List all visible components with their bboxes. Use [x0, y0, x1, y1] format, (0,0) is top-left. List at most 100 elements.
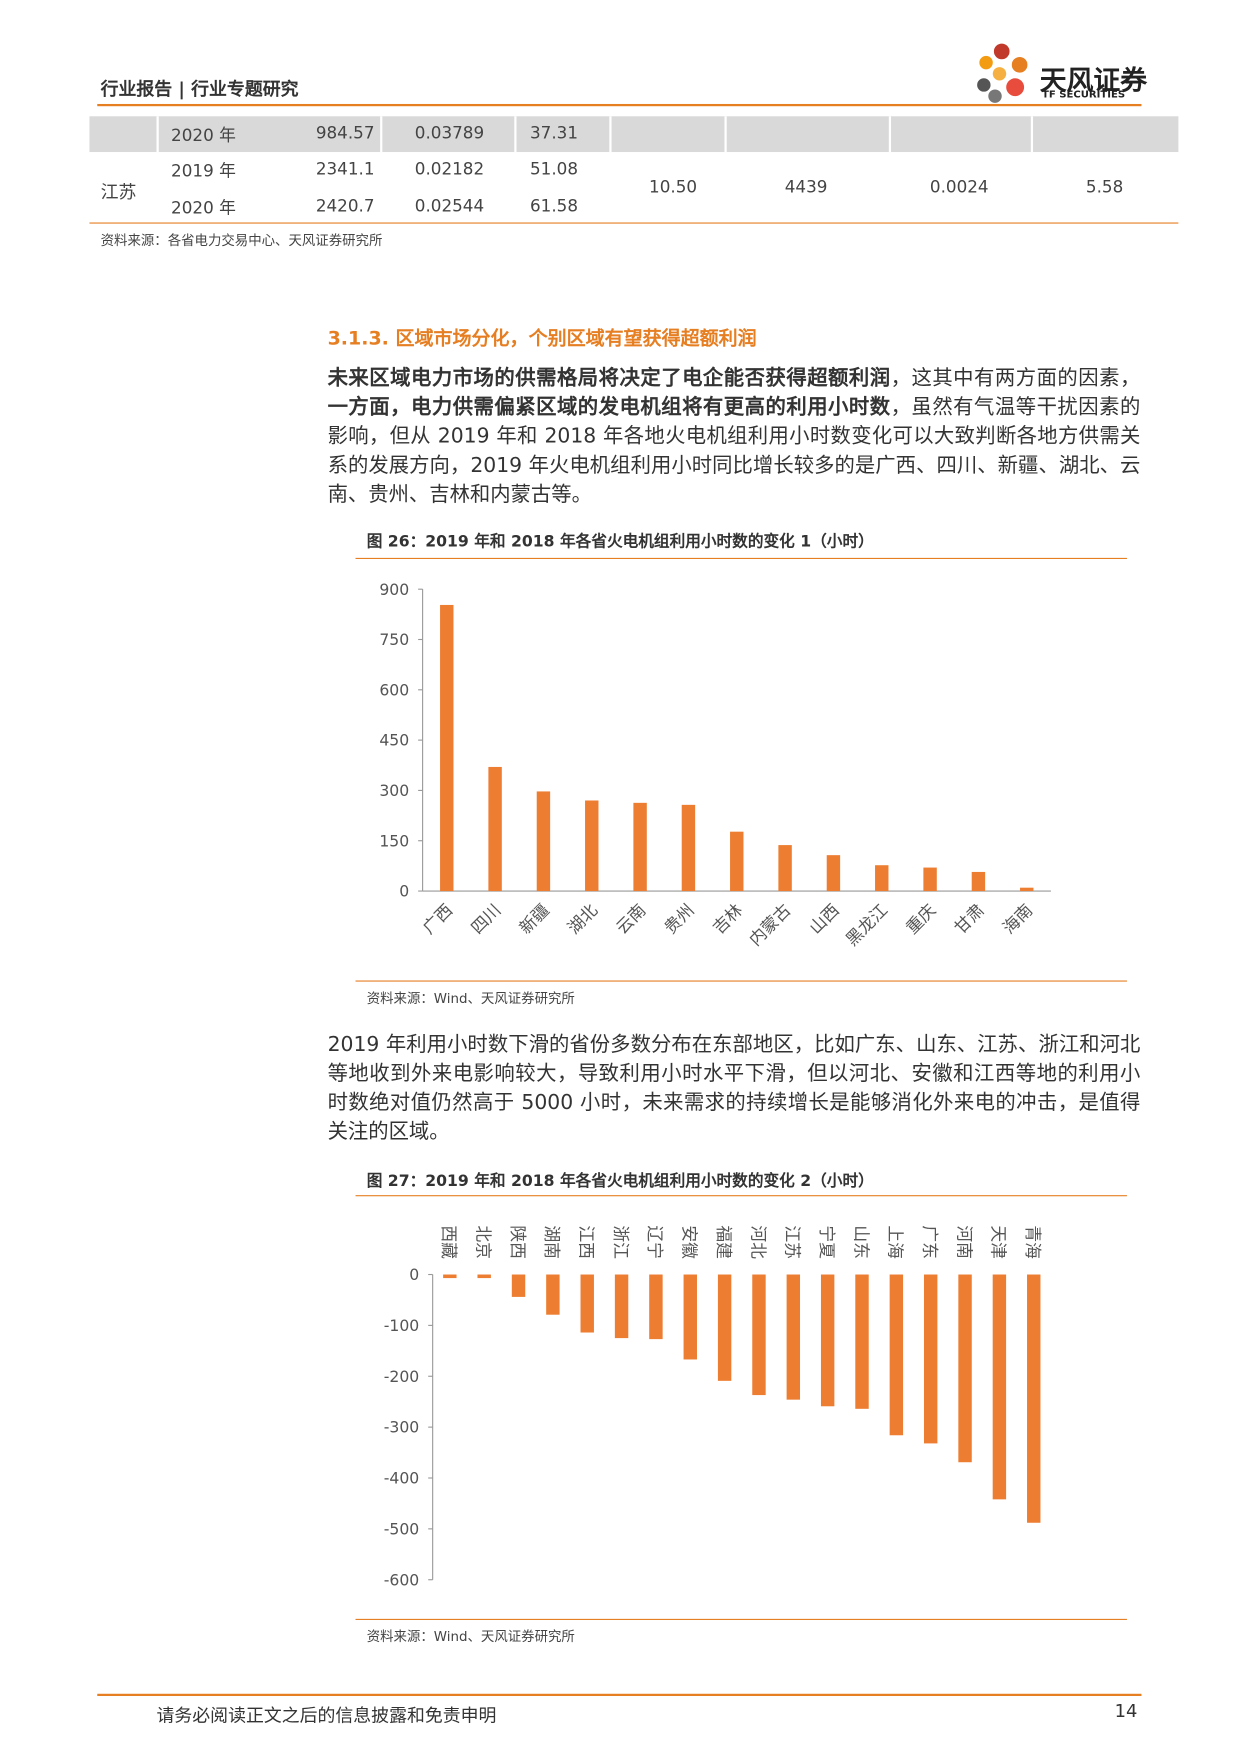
bar	[511, 1274, 526, 1297]
y-tick-label: -600	[384, 1570, 420, 1589]
x-tick-label: 吉林	[708, 900, 746, 938]
table-cell: 61.58	[529, 195, 579, 216]
table-cell: 0.02544	[414, 195, 485, 216]
x-tick-label: 湖北	[563, 900, 601, 938]
x-tick-label: 天津	[989, 1225, 1009, 1259]
x-tick-label: 北京	[473, 1225, 493, 1259]
x-tick-label: 河北	[748, 1225, 768, 1259]
table-rule	[89, 222, 1179, 224]
bar	[889, 1274, 904, 1436]
y-tick-label: 300	[379, 781, 409, 800]
bar	[546, 1274, 560, 1315]
text-run: 一方面，电力供需偏紧区域的发电机组将有更高的利用小时数	[327, 395, 891, 420]
figure-source: 资料来源：Wind、天风证券研究所	[366, 1628, 575, 1645]
bar	[477, 1274, 491, 1279]
bar	[536, 791, 551, 892]
x-tick-label: 安徽	[680, 1225, 700, 1259]
bar	[958, 1274, 972, 1463]
x-tick-label: 贵州	[660, 900, 698, 938]
section-heading: 3.1.3. 区域市场分化，个别区域有望获得超额利润	[327, 327, 757, 350]
table-cell: 江苏	[100, 181, 137, 203]
logo-text-en: TF SECURITIES	[1041, 89, 1126, 101]
figure-rule	[355, 980, 1127, 982]
bar	[855, 1274, 869, 1409]
x-tick-label: 山东	[851, 1225, 871, 1259]
table-cell: 2020 年	[171, 125, 236, 146]
table-cell: 984.57	[315, 122, 375, 144]
paragraph: 未来区域电力市场的供需格局将决定了电企能否获得超额利润，这其中有两方面的因素， 一…	[328, 364, 1141, 509]
bar	[681, 804, 696, 892]
x-tick-label: 浙江	[611, 1225, 631, 1259]
footer-rule	[97, 1693, 1142, 1697]
x-tick-label: 重庆	[902, 900, 940, 938]
y-tick-label: -300	[384, 1418, 420, 1437]
bar	[730, 831, 744, 892]
cell-divider	[1030, 116, 1034, 153]
y-tick-label: 600	[379, 680, 409, 699]
x-tick-label: 陕西	[508, 1225, 528, 1259]
logo-text: 天风证券	[1039, 64, 1148, 97]
bar	[923, 1274, 938, 1444]
y-tick-label: -500	[384, 1519, 420, 1538]
figure-title: 图 26：2019 年和 2018 年各省火电机组利用小时数的变化 1（小时）	[366, 533, 874, 552]
text-run: ，这其中有两方面的因素，	[890, 366, 1141, 391]
table-cell: 10.50	[649, 176, 698, 197]
paragraph: 2019 年利用小时数下滑的省份多数分布在东部地区，比如广东、山东、江苏、浙江和…	[328, 1031, 1141, 1147]
bar	[826, 855, 841, 892]
cell-divider	[888, 116, 892, 153]
table-cell: 2019 年	[171, 160, 236, 182]
bar	[752, 1274, 766, 1396]
bar	[1020, 887, 1034, 892]
cell-divider	[514, 116, 517, 153]
bar	[580, 1274, 594, 1333]
footer-disclaimer: 请务必阅读正文之后的信息披露和免责申明	[156, 1704, 497, 1727]
row-shade	[89, 116, 1179, 153]
text-run: ，虽然有气温等干扰因素的影响，但从 2019 年和 2018 年各地火电机组利用…	[327, 395, 1141, 507]
logo-icon	[977, 43, 1028, 103]
x-tick-label: 广东	[920, 1225, 940, 1259]
x-tick-label: 湖南	[542, 1225, 562, 1259]
figure-rule	[355, 557, 1127, 559]
x-tick-label: 广西	[418, 900, 456, 938]
bar	[488, 766, 502, 892]
table-cell: 51.08	[529, 158, 579, 179]
y-tick-label: 450	[379, 731, 409, 750]
y-tick-label: 0	[399, 882, 409, 901]
bar	[649, 1274, 663, 1340]
bar	[820, 1274, 835, 1407]
cell-divider	[380, 116, 383, 153]
bar	[585, 800, 599, 892]
y-tick-label: -400	[384, 1469, 420, 1488]
y-tick-label: 150	[379, 831, 409, 850]
page-number: 14	[1114, 1700, 1138, 1722]
y-tick-label: 0	[409, 1265, 419, 1284]
x-tick-label: 福建	[714, 1225, 734, 1259]
header-rule	[97, 103, 1142, 107]
x-tick-label: 江西	[577, 1225, 597, 1259]
x-tick-label: 四川	[467, 900, 505, 938]
figure-source: 资料来源：Wind、天风证券研究所	[366, 990, 575, 1007]
x-tick-label: 河南	[954, 1225, 974, 1259]
table-cell: 5.58	[1085, 176, 1124, 197]
bar	[923, 867, 937, 892]
x-tick-label: 西藏	[439, 1225, 459, 1259]
x-tick-label: 黑龙江	[842, 900, 892, 950]
table-source: 资料来源：各省电力交易中心、天风证券研究所	[100, 232, 383, 249]
table-cell: 2341.1	[315, 158, 375, 179]
text-run: 2019 年利用小时数下滑的省份多数分布在东部地区，比如广东、山东、江苏、浙江和…	[327, 1033, 1141, 1144]
bar	[992, 1274, 1007, 1500]
x-tick-label: 海南	[998, 900, 1036, 938]
y-tick-label: 750	[379, 630, 409, 649]
x-tick-label: 云南	[612, 900, 650, 938]
header-title: 行业报告 | 行业专题研究	[100, 78, 299, 100]
y-tick-label: -200	[384, 1367, 420, 1386]
table-cell: 0.02182	[414, 158, 485, 179]
figure-rule	[355, 1195, 1127, 1197]
figure-rule	[355, 1618, 1127, 1620]
table-cell: 37.31	[529, 122, 579, 144]
cell-divider	[609, 116, 612, 153]
cell-divider	[156, 116, 159, 153]
x-tick-label: 内蒙古	[745, 900, 795, 950]
